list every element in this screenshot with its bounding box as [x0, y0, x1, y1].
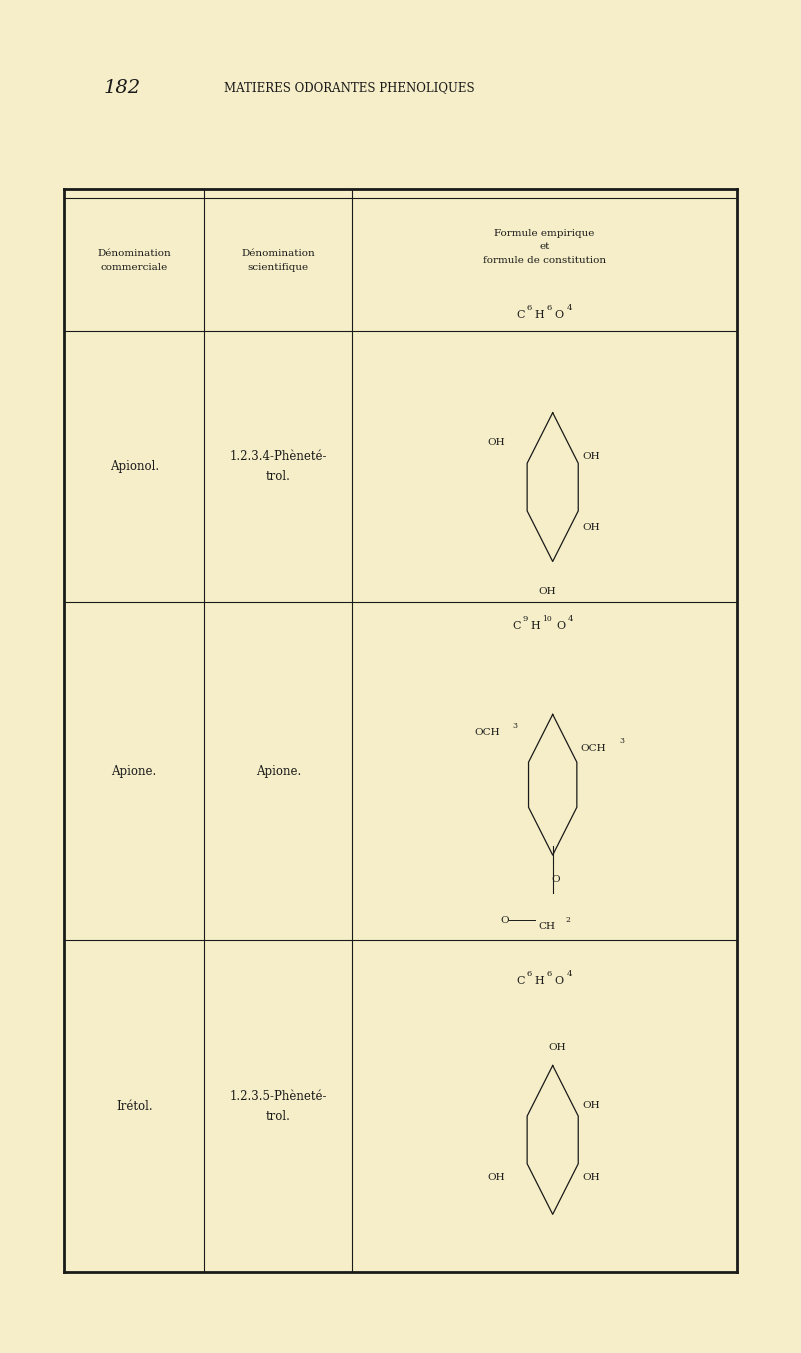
Text: CH: CH: [538, 923, 555, 931]
Text: OH: OH: [582, 452, 600, 461]
Text: Formule empirique
et
formule de constitution: Formule empirique et formule de constitu…: [483, 229, 606, 265]
Text: 10: 10: [542, 616, 552, 622]
Text: Apione.: Apione.: [256, 764, 301, 778]
Text: C: C: [517, 310, 525, 319]
Text: OH: OH: [487, 438, 505, 448]
Text: 3: 3: [513, 721, 517, 729]
Text: 182: 182: [104, 78, 141, 97]
Text: Irétol.: Irétol.: [116, 1100, 152, 1112]
Text: OCH: OCH: [581, 744, 606, 754]
Text: MATIERES ODORANTES PHENOLIQUES: MATIERES ODORANTES PHENOLIQUES: [224, 81, 475, 95]
Text: 4: 4: [566, 304, 572, 311]
Text: 1.2.3.5-Phèneté-
trol.: 1.2.3.5-Phèneté- trol.: [230, 1089, 327, 1123]
Text: OH: OH: [487, 1173, 505, 1181]
Text: O: O: [552, 875, 560, 884]
Text: 9: 9: [522, 616, 528, 622]
Text: Apionol.: Apionol.: [110, 460, 159, 474]
Text: 2: 2: [566, 916, 570, 924]
Text: H: H: [534, 977, 544, 986]
Text: 6: 6: [526, 304, 532, 311]
Text: O: O: [501, 916, 509, 924]
Text: C: C: [513, 621, 521, 630]
Text: 3: 3: [619, 736, 624, 744]
Text: 4: 4: [566, 970, 572, 978]
Text: OH: OH: [538, 587, 556, 595]
Text: O: O: [554, 310, 563, 319]
Text: H: H: [534, 310, 544, 319]
Text: 6: 6: [526, 970, 532, 978]
Text: 4: 4: [568, 616, 574, 622]
Text: 6: 6: [546, 304, 552, 311]
Text: H: H: [530, 621, 540, 630]
Text: O: O: [556, 621, 565, 630]
Text: OCH: OCH: [474, 728, 500, 737]
Text: 6: 6: [546, 970, 552, 978]
Text: OH: OH: [582, 522, 600, 532]
Text: OH: OH: [582, 1173, 600, 1181]
Text: OH: OH: [582, 1101, 600, 1109]
Text: C: C: [517, 977, 525, 986]
Text: O: O: [554, 977, 563, 986]
Text: Apione.: Apione.: [111, 764, 157, 778]
Text: Dénomination
commerciale: Dénomination commerciale: [97, 249, 171, 272]
Text: Dénomination
scientifique: Dénomination scientifique: [241, 249, 316, 272]
Text: 1.2.3.4-Phèneté-
trol.: 1.2.3.4-Phèneté- trol.: [230, 451, 327, 483]
Text: OH: OH: [549, 1043, 566, 1053]
